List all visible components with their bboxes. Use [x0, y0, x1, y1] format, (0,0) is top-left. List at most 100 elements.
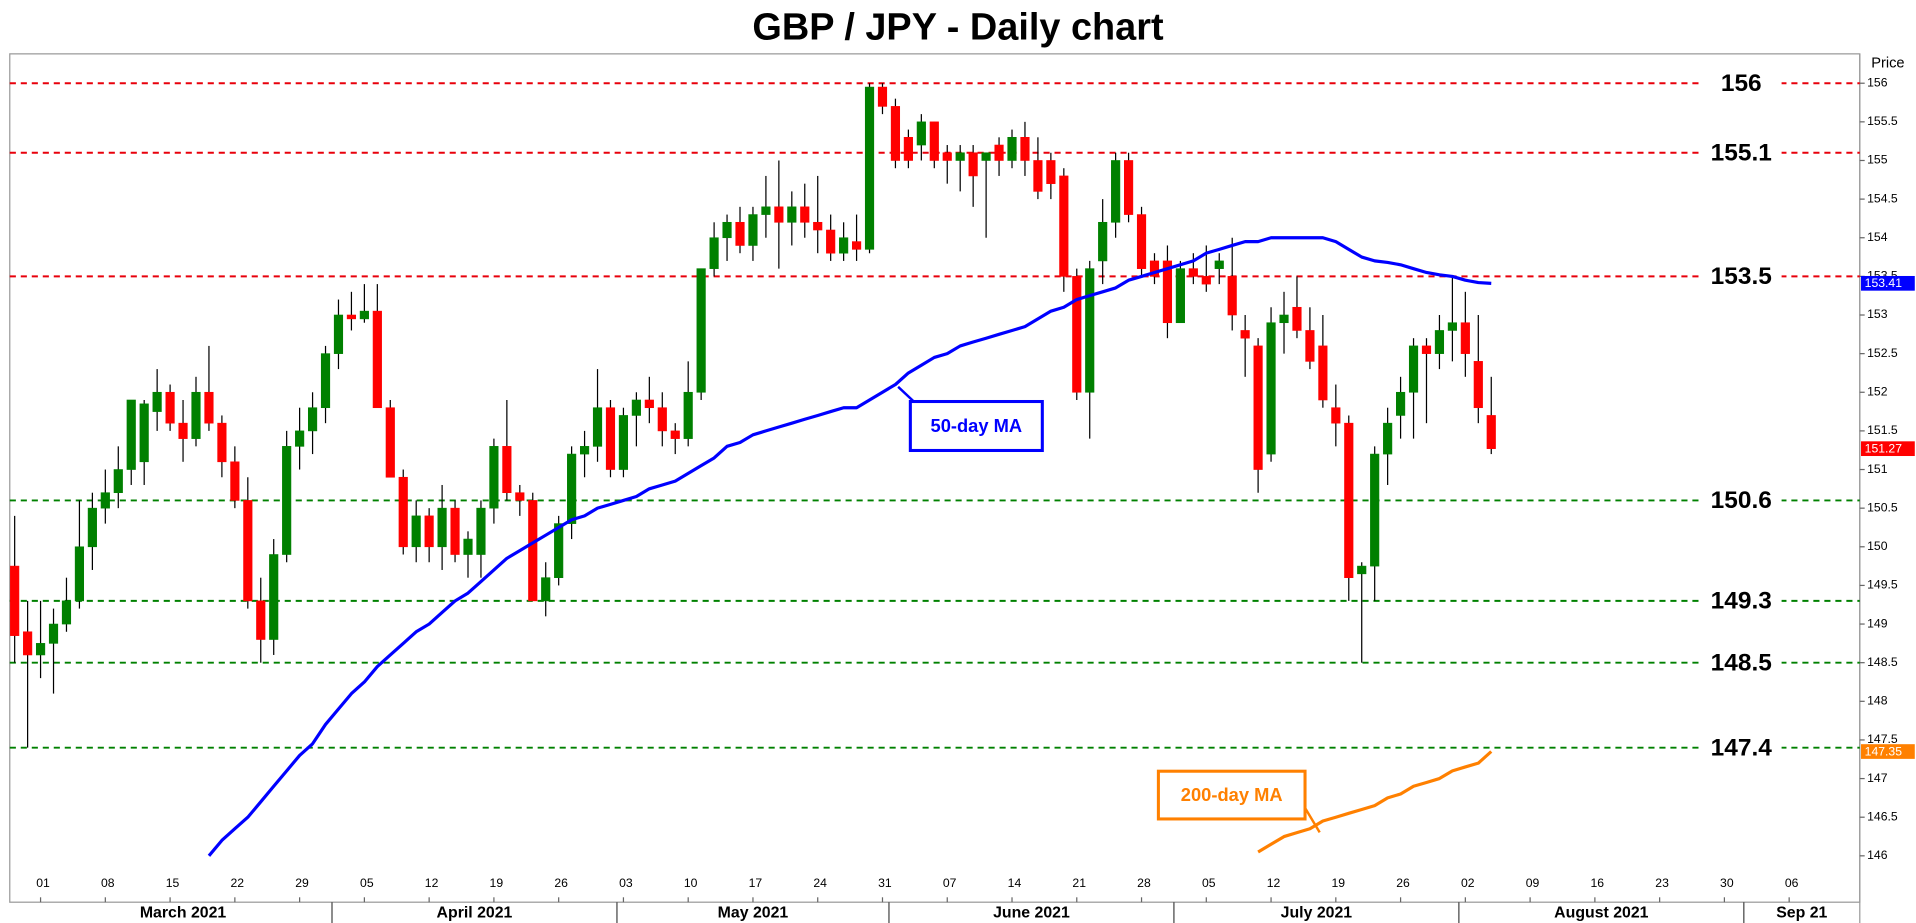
levels	[9, 82, 1860, 749]
candle-body	[567, 453, 577, 524]
candle-body	[372, 310, 382, 409]
candle-body	[761, 206, 771, 215]
ma-line	[1257, 750, 1493, 854]
candle-body	[139, 403, 149, 463]
last-value-badge	[1861, 441, 1915, 457]
candle-body	[942, 152, 952, 161]
candle-body	[1098, 221, 1108, 262]
candle-body	[152, 391, 162, 412]
y-axis-title: Price	[1871, 56, 1904, 72]
x-tick-label: 12	[425, 876, 439, 890]
candle-body	[269, 554, 279, 640]
level-label: 153.5	[1711, 263, 1772, 290]
candle-body	[903, 136, 913, 161]
candle-body	[204, 391, 214, 424]
x-tick-label: 26	[1396, 876, 1410, 890]
candle-body	[735, 221, 745, 246]
candle-body	[1279, 314, 1289, 324]
y-tick-label: 148	[1867, 694, 1888, 708]
candle-body	[1434, 330, 1445, 354]
x-tick-label: 19	[490, 876, 504, 890]
chart-title: GBP / JPY - Daily chart	[752, 6, 1164, 48]
candle-body	[23, 631, 33, 656]
last-value-label: 147.35	[1865, 744, 1903, 758]
candle-body	[618, 415, 629, 470]
candle-body	[1266, 322, 1276, 455]
candle-body	[839, 237, 849, 254]
candle-body	[890, 106, 901, 161]
candle-body	[191, 391, 201, 439]
candle-body	[424, 515, 434, 548]
x-tick-label: 30	[1720, 876, 1734, 890]
x-tick-label: 17	[749, 876, 763, 890]
month-label: Sep 21	[1776, 904, 1827, 921]
candle-body	[929, 121, 939, 161]
candle-body	[359, 310, 369, 320]
level-label-bg	[1700, 486, 1782, 514]
x-tick-label: 14	[1008, 876, 1022, 890]
y-tick-label: 151.5	[1867, 423, 1898, 437]
last-value-badge	[1861, 744, 1915, 759]
last-value-label: 151.27	[1865, 442, 1903, 456]
level-label-bg	[1700, 69, 1782, 97]
level-label: 155.1	[1711, 139, 1772, 166]
x-tick-label: 02	[1461, 876, 1475, 890]
month-label: May 2021	[718, 904, 789, 921]
candle-body	[217, 422, 227, 463]
candle-body	[437, 507, 447, 548]
candle-body	[1331, 407, 1341, 424]
candle-body	[165, 391, 175, 424]
x-tick-label: 15	[166, 876, 180, 890]
y-tick-label: 146.5	[1867, 809, 1898, 823]
candle-body	[709, 237, 719, 269]
candle-body	[463, 538, 473, 555]
candle-body	[644, 399, 654, 409]
candle-body	[35, 643, 46, 656]
x-tick-label: 23	[1655, 876, 1669, 890]
candle-body	[1059, 175, 1069, 277]
candle-body	[489, 446, 499, 509]
candle-body	[48, 623, 59, 644]
candle-body	[981, 152, 991, 161]
candle-body	[450, 507, 460, 555]
candle-body	[243, 500, 253, 602]
y-tick-label: 150	[1867, 539, 1888, 553]
month-label: August 2021	[1554, 904, 1648, 921]
candle-body	[800, 206, 810, 223]
x-tick-label: 29	[295, 876, 309, 890]
candle-body	[1072, 276, 1082, 393]
candle-body	[826, 229, 836, 254]
candle-body	[1046, 160, 1056, 184]
level-label-bg	[1700, 262, 1782, 290]
candle-body	[955, 152, 965, 161]
candle-body	[61, 600, 72, 625]
candle-body	[1344, 422, 1354, 578]
candle-body	[1201, 276, 1211, 285]
candle-body	[411, 515, 421, 548]
x-tick-label: 06	[1785, 876, 1799, 890]
candle-body	[851, 241, 862, 250]
candle-body	[1460, 322, 1470, 354]
y-tick-label: 156	[1867, 75, 1888, 89]
x-tick-label: 09	[1526, 876, 1540, 890]
y-tick-label: 152.5	[1867, 346, 1898, 360]
candle-body	[1318, 345, 1328, 401]
x-tick-label: 24	[813, 876, 827, 890]
y-tick-label: 148.5	[1867, 655, 1898, 669]
candle-body	[1227, 276, 1237, 316]
last-value-badge	[1861, 275, 1915, 291]
y-tick-label: 155.5	[1867, 114, 1898, 128]
candle-body	[1175, 268, 1185, 324]
candle-body	[748, 214, 758, 246]
candle-body	[1124, 160, 1134, 215]
candle-body	[1396, 391, 1406, 416]
level-label: 148.5	[1711, 649, 1772, 676]
candle-body	[1214, 260, 1224, 269]
candle-body	[1473, 361, 1483, 409]
last-value-label: 153.41	[1865, 276, 1903, 290]
candle-body	[1421, 345, 1432, 354]
candle-body	[1149, 260, 1160, 277]
y-tick-label: 149	[1867, 616, 1888, 630]
candle-body	[579, 446, 590, 455]
candle-body	[476, 507, 486, 555]
